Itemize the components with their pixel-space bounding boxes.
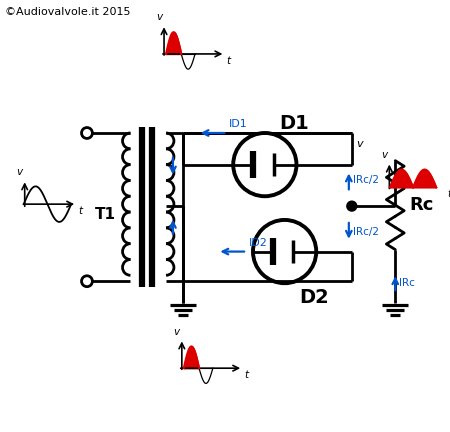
Text: ©Audiovalvole.it 2015: ©Audiovalvole.it 2015 xyxy=(5,6,130,16)
Text: t: t xyxy=(226,56,230,66)
Text: v: v xyxy=(381,149,387,160)
Text: ID2: ID2 xyxy=(249,238,268,248)
Text: Rc: Rc xyxy=(409,196,433,214)
Text: v: v xyxy=(356,139,362,149)
Text: v: v xyxy=(174,327,180,337)
Text: v: v xyxy=(17,168,23,178)
Text: ID1: ID1 xyxy=(229,119,248,129)
Text: v: v xyxy=(156,13,162,22)
Text: IRc/2: IRc/2 xyxy=(353,227,379,237)
Circle shape xyxy=(347,201,357,211)
Text: t: t xyxy=(78,206,82,216)
Text: t: t xyxy=(244,370,248,380)
Text: t: t xyxy=(448,189,450,199)
Text: D1: D1 xyxy=(279,114,310,133)
Text: IRc: IRc xyxy=(399,278,415,288)
Text: IRc/2: IRc/2 xyxy=(353,175,379,185)
Text: T1: T1 xyxy=(95,206,116,222)
Text: D2: D2 xyxy=(299,288,329,307)
